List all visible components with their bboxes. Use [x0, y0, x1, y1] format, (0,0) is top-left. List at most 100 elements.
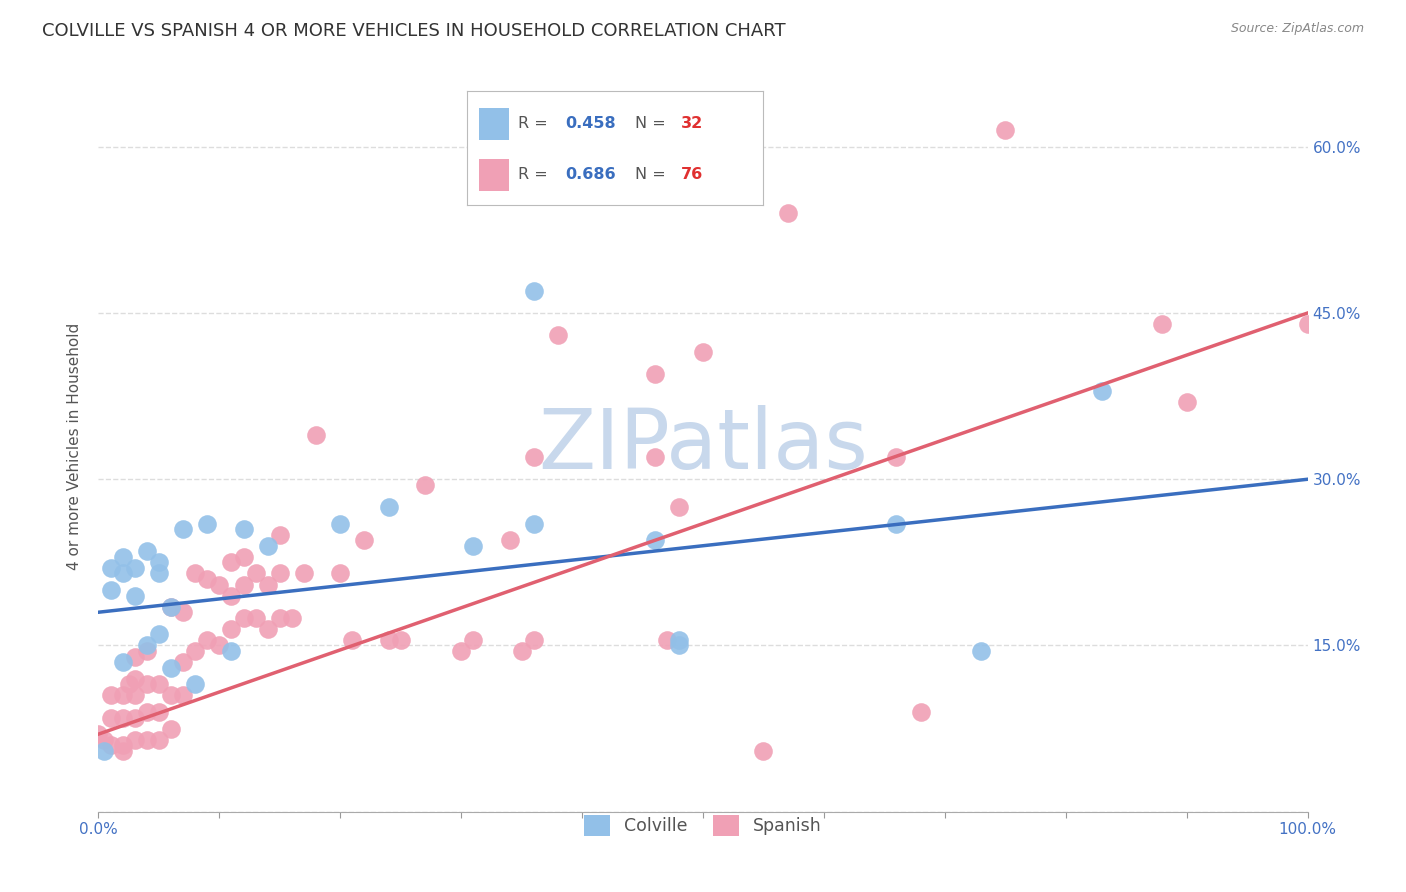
Point [342, 632, 364, 647]
Point [124, 689, 146, 703]
Point [523, 450, 546, 464]
Point [111, 738, 134, 752]
Point [124, 649, 146, 664]
Point [1091, 384, 1114, 398]
Point [118, 677, 141, 691]
Point [87, 727, 110, 741]
Point [413, 477, 436, 491]
Point [644, 533, 666, 548]
Point [195, 632, 218, 647]
Point [245, 611, 267, 625]
Point [111, 566, 134, 581]
Point [776, 206, 799, 220]
Point [269, 566, 291, 581]
Point [256, 577, 278, 591]
Point [221, 555, 243, 569]
Point [523, 516, 546, 531]
Point [463, 632, 485, 647]
Point [93, 732, 115, 747]
Point [269, 527, 291, 541]
Y-axis label: 4 or more Vehicles in Household: 4 or more Vehicles in Household [67, 322, 83, 570]
Point [232, 522, 254, 536]
Point [135, 639, 157, 653]
Point [148, 627, 170, 641]
Point [329, 516, 352, 531]
Point [668, 639, 690, 653]
Point [463, 539, 485, 553]
Point [148, 566, 170, 581]
Point [135, 677, 157, 691]
Point [184, 566, 207, 581]
Point [184, 677, 207, 691]
Text: COLVILLE VS SPANISH 4 OR MORE VEHICLES IN HOUSEHOLD CORRELATION CHART: COLVILLE VS SPANISH 4 OR MORE VEHICLES I… [42, 22, 786, 40]
Text: Source: ZipAtlas.com: Source: ZipAtlas.com [1230, 22, 1364, 36]
Point [208, 639, 231, 653]
Point [124, 732, 146, 747]
Point [135, 544, 157, 558]
Point [232, 549, 254, 564]
Point [100, 561, 122, 575]
Point [523, 284, 546, 298]
Point [292, 566, 315, 581]
Point [172, 689, 194, 703]
Point [994, 123, 1017, 137]
Point [124, 672, 146, 686]
Point [111, 710, 134, 724]
Point [886, 516, 908, 531]
Point [644, 367, 666, 381]
Point [256, 539, 278, 553]
Point [450, 644, 472, 658]
Point [160, 660, 183, 674]
Point [221, 622, 243, 636]
Point [208, 577, 231, 591]
Point [100, 738, 122, 752]
Point [160, 689, 183, 703]
Point [377, 632, 399, 647]
Point [184, 644, 207, 658]
Point [124, 710, 146, 724]
Point [111, 549, 134, 564]
Point [377, 500, 399, 514]
Point [135, 644, 157, 658]
Point [124, 561, 146, 575]
Point [353, 533, 375, 548]
Point [172, 522, 194, 536]
Point [135, 705, 157, 719]
Point [93, 744, 115, 758]
Point [547, 328, 569, 343]
Point [245, 566, 267, 581]
Point [160, 599, 183, 614]
Point [668, 632, 690, 647]
Point [172, 655, 194, 669]
Point [111, 655, 134, 669]
Point [148, 555, 170, 569]
Point [970, 644, 993, 658]
Legend: Colville, Spanish: Colville, Spanish [576, 808, 830, 843]
Point [269, 611, 291, 625]
Point [886, 450, 908, 464]
Point [195, 516, 218, 531]
Text: ZIPatlas: ZIPatlas [538, 406, 868, 486]
Point [668, 500, 690, 514]
Point [1152, 317, 1174, 331]
Point [752, 744, 775, 758]
Point [498, 533, 520, 548]
Point [305, 428, 328, 442]
Point [655, 632, 678, 647]
Point [692, 344, 714, 359]
Point [389, 632, 412, 647]
Point [111, 744, 134, 758]
Point [1296, 317, 1319, 331]
Point [148, 705, 170, 719]
Point [124, 589, 146, 603]
Point [256, 622, 278, 636]
Point [172, 605, 194, 619]
Point [910, 705, 932, 719]
Point [100, 710, 122, 724]
Point [100, 583, 122, 598]
Point [221, 589, 243, 603]
Point [111, 689, 134, 703]
Point [160, 599, 183, 614]
Point [148, 732, 170, 747]
Point [148, 677, 170, 691]
